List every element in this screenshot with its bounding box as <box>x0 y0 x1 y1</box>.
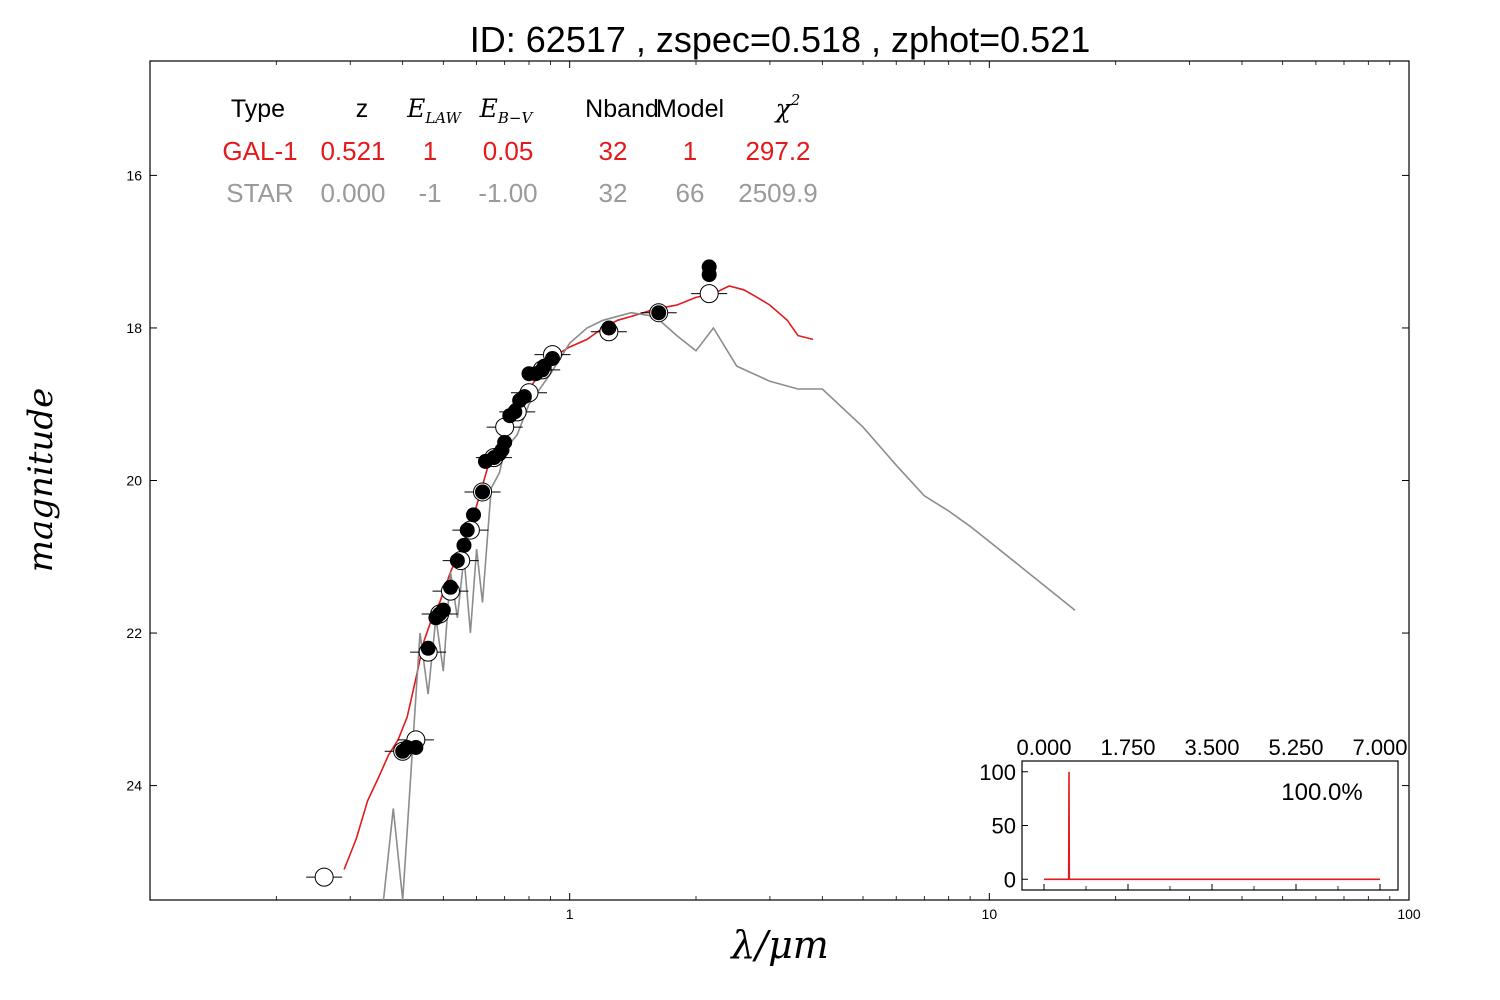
y-tick-label: 16 <box>126 167 142 183</box>
y-tick-label: 18 <box>126 320 142 336</box>
table-header: EB−V <box>479 94 535 127</box>
observed-point <box>516 389 532 405</box>
table-header: Model <box>656 95 724 123</box>
table-cell: 0.000 <box>320 178 385 208</box>
chart-title: ID: 62517 , zspec=0.518 , zphot=0.521 <box>470 19 1090 60</box>
table-cell: STAR <box>226 178 293 208</box>
model-point <box>314 867 334 887</box>
table-cell: 66 <box>676 178 705 208</box>
observed-point <box>459 522 475 538</box>
inset-x-tick-label: 7.000 <box>1352 735 1407 760</box>
model-point <box>699 284 719 304</box>
observed-point <box>651 305 667 321</box>
inset-plot-frame <box>1021 760 1399 891</box>
table-cell: 0.05 <box>483 136 534 166</box>
observed-point <box>466 507 482 523</box>
inset-x-tick-label: 0.000 <box>1016 735 1071 760</box>
table-cell: 297.2 <box>745 136 810 166</box>
observed-point <box>408 739 424 755</box>
y-tick-label: 24 <box>126 778 142 794</box>
observed-point <box>544 350 560 366</box>
observed-point <box>601 320 617 336</box>
inset-pdz-line <box>1044 771 1380 881</box>
table-cell: 0.521 <box>320 136 385 166</box>
table-header: Nband <box>585 95 659 123</box>
observed-point <box>456 537 472 553</box>
main-plot-series <box>306 259 1076 901</box>
observed-point <box>442 579 458 595</box>
inset-plot-series <box>1044 771 1380 881</box>
observed-point <box>497 434 513 450</box>
observed-point <box>420 640 436 656</box>
table-cell: 2509.9 <box>738 178 818 208</box>
x-axis-label: λ/μm <box>729 923 829 967</box>
observed-point <box>435 602 451 618</box>
table-cell: -1.00 <box>478 178 537 208</box>
table-cell: 1 <box>683 136 697 166</box>
inset-y-tick-label: 50 <box>992 814 1016 839</box>
observed-point <box>475 484 491 500</box>
table-cell: -1 <box>418 178 441 208</box>
observed-point <box>449 553 465 569</box>
y-tick-label: 22 <box>126 625 142 641</box>
inset-y-tick-label: 0 <box>1004 867 1016 892</box>
y-axis-label: magnitude <box>21 388 61 573</box>
inset-axis-ticks: 0.000 1.750 3.500 5.250 7.000 100 50 0 <box>979 735 1407 892</box>
inset-x-tick-label: 3.500 <box>1184 735 1239 760</box>
inset-y-tick-label: 100 <box>979 760 1016 785</box>
inset-x-tick-label: 1.750 <box>1100 735 1155 760</box>
table-header: χ2 <box>774 91 801 123</box>
x-tick-label: 100 <box>1397 906 1421 922</box>
y-tick-label: 20 <box>126 473 142 489</box>
series-line-star <box>382 311 1076 901</box>
table-header: z <box>356 95 369 123</box>
table-cell: 32 <box>599 178 628 208</box>
x-tick-label: 1 <box>566 906 574 922</box>
x-tick-label: 10 <box>982 906 998 922</box>
table-header: ELAW <box>406 94 462 127</box>
table-cell: 1 <box>423 136 437 166</box>
table-header: Type <box>231 95 285 123</box>
table-cell: 32 <box>599 136 628 166</box>
inset-x-tick-label: 5.250 <box>1268 735 1323 760</box>
inset-annotation: 100.0% <box>1281 779 1362 806</box>
table-cell: GAL-1 <box>222 136 297 166</box>
observed-point <box>701 267 717 283</box>
series-line-gal-1 <box>343 285 814 870</box>
